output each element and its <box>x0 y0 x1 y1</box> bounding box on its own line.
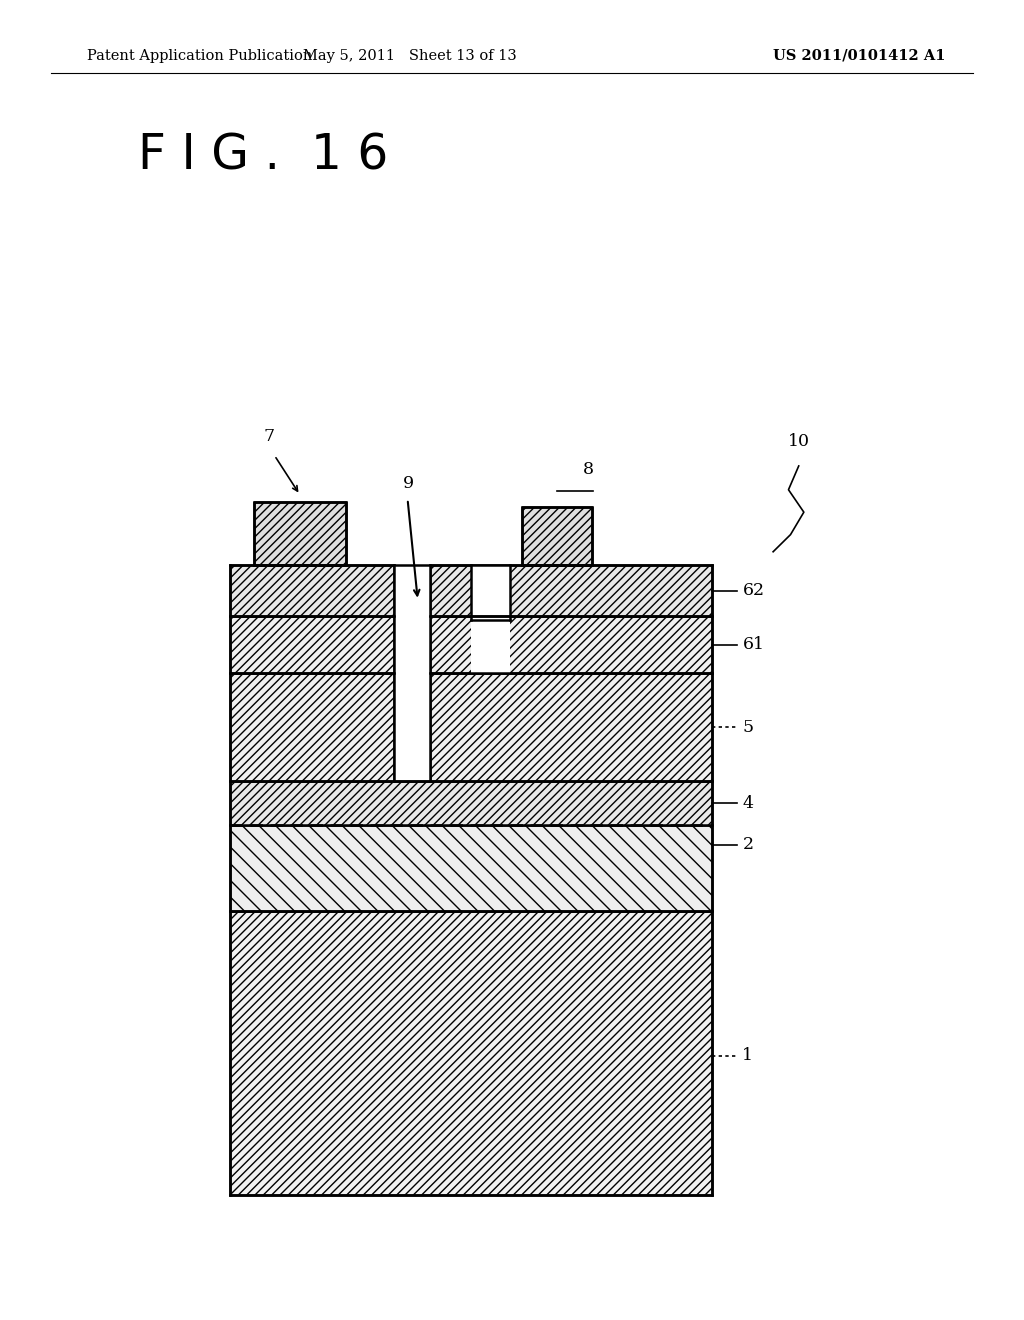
Text: 61: 61 <box>742 636 764 653</box>
Bar <box>522 507 592 565</box>
Text: 10: 10 <box>787 433 810 450</box>
Bar <box>230 825 712 911</box>
Text: 2: 2 <box>742 837 754 853</box>
Text: 7: 7 <box>264 428 274 445</box>
Bar <box>471 565 510 616</box>
Bar <box>230 565 394 616</box>
Bar <box>394 616 430 673</box>
Bar <box>230 616 394 673</box>
Bar <box>230 911 712 1195</box>
Bar <box>471 616 510 673</box>
Text: US 2011/0101412 A1: US 2011/0101412 A1 <box>773 49 945 63</box>
Bar <box>254 502 346 565</box>
Text: Patent Application Publication: Patent Application Publication <box>87 49 312 63</box>
Text: 5: 5 <box>742 719 754 735</box>
Text: 4: 4 <box>742 795 754 812</box>
Text: F I G .  1 6: F I G . 1 6 <box>138 132 389 180</box>
Text: May 5, 2011   Sheet 13 of 13: May 5, 2011 Sheet 13 of 13 <box>303 49 516 63</box>
Bar <box>394 565 430 616</box>
Bar <box>430 616 712 673</box>
Bar <box>230 673 394 781</box>
Text: 9: 9 <box>402 475 414 492</box>
Text: 62: 62 <box>742 582 765 599</box>
Bar <box>430 673 712 781</box>
Bar <box>430 565 712 616</box>
Bar <box>394 673 430 781</box>
Text: 1: 1 <box>742 1048 754 1064</box>
Text: 8: 8 <box>583 461 594 478</box>
Bar <box>230 781 712 825</box>
